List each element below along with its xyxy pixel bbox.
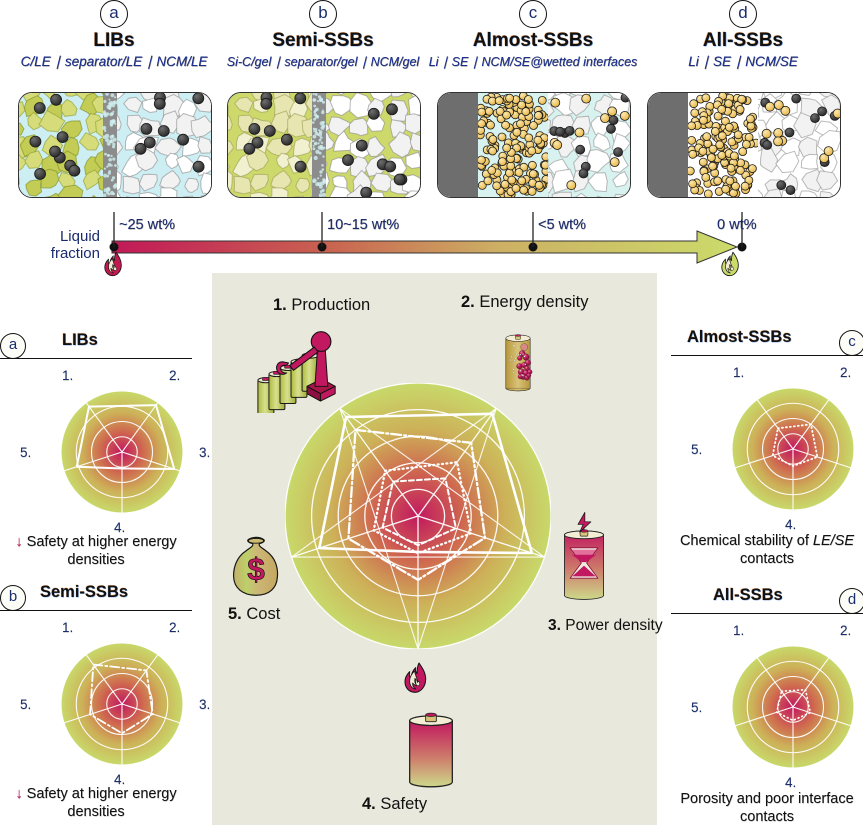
svg-text:$: $ (247, 551, 265, 587)
